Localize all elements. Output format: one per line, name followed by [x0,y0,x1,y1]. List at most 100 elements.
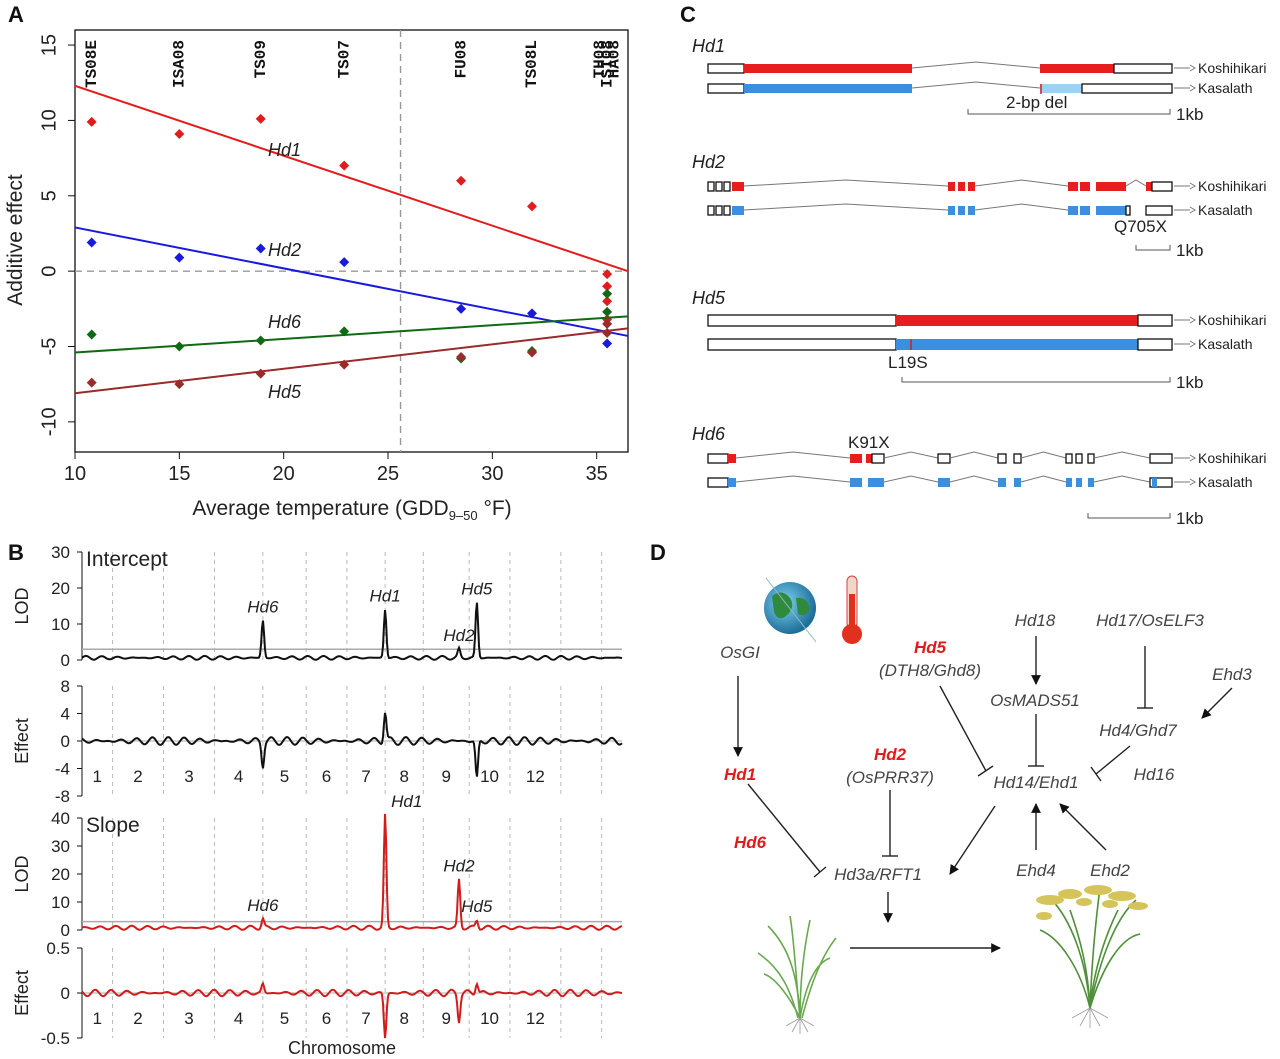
exon [998,478,1006,487]
edge-hd4-hd14 [1095,745,1131,775]
y-tick-label: 0 [61,984,70,1003]
data-point-hd5 [339,359,350,370]
y-axis-label: Effect [12,970,32,1016]
exon [1096,182,1126,191]
exon [948,182,955,191]
y-tick-label: 4 [61,705,70,724]
y-axis-label: Additive effect [4,174,27,306]
chromosome-label: 12 [526,1009,545,1028]
site-label: TS07 [335,40,353,78]
qtl-trace [81,602,623,661]
scale-label: 1kb [1176,241,1203,260]
site-label: TH08 [591,40,609,78]
exon [938,478,950,487]
qtl-trace [81,712,623,777]
subplot-title: Slope [86,814,140,837]
panel-b-qtl-chart: 3020100LODInterceptHd6Hd1Hd2Hd5840-4-8Ef… [12,543,623,1058]
intron [974,179,1069,187]
exon [1152,478,1157,487]
intron [735,475,851,483]
exon [866,454,872,463]
chromosome-label: 3 [184,1009,193,1028]
node-hd3a: Hd3a/RFT1 [834,865,922,884]
exon [850,478,862,487]
y-tick-label: 0 [61,651,70,670]
gene-title-hd6: Hd6 [692,424,726,444]
panel-label-a: A [8,2,24,27]
node-osgi: OsGI [720,643,760,662]
peak-label-hd6: Hd6 [247,896,279,915]
chromosome-label: 5 [280,1009,289,1028]
exon [728,478,736,487]
node-ehd3: Ehd3 [1212,665,1252,684]
utr [1151,181,1173,192]
series-label-hd2: Hd2 [268,240,301,260]
exon [958,182,965,191]
node-hd14: Hd14/Ehd1 [993,773,1078,792]
utr [1087,453,1095,464]
x-axis-label: Average temperature (GDD9–50 °F) [192,497,511,523]
y-tick-label: 0 [61,732,70,751]
chromosome-label: 2 [133,767,142,786]
chromosome-label: 10 [480,767,499,786]
utr [715,181,723,192]
node-osmads51: OsMADS51 [990,691,1080,710]
gene-title-hd5: Hd5 [692,288,726,308]
peak-label-hd5: Hd5 [461,579,493,598]
panel-label-d: D [650,540,666,565]
data-point-hd5 [255,368,266,379]
exon [1040,64,1114,73]
data-point-hd2 [174,252,185,263]
chromosome-label: 12 [526,767,545,786]
data-point-hd1 [339,160,350,171]
fit-line-hd6 [74,315,629,354]
y-tick-label: 15 [38,34,60,56]
scale-label: 1kb [1176,509,1203,528]
node-hd16: Hd16 [1134,765,1175,784]
scale-label: 1kb [1176,373,1203,392]
intron [735,451,851,459]
panel-a-scatter-chart: 10 15 20 25 30 35 15 10 5 0 -5 -10 Average temperatu… [4,29,629,523]
utr [1013,453,1022,464]
x-tick-label: 10 [64,463,86,485]
node-hd17: Hd17/OsELF3 [1096,611,1204,630]
exon [1080,182,1090,191]
x-tick-label: 20 [273,463,295,485]
peak-label-hd1: Hd1 [370,587,401,606]
chromosome-label: 7 [361,767,370,786]
site-label: TS08L [523,40,541,88]
exon [968,182,975,191]
chromosome-label: 2 [133,1009,142,1028]
exon [732,206,744,215]
data-point-hd2 [255,243,266,254]
utr [1081,83,1173,94]
data-point-hd5 [527,347,538,358]
chromosome-label: 9 [442,1009,451,1028]
exon [1076,478,1082,487]
utr [1075,453,1083,464]
data-point-hd6 [86,329,97,340]
chromosome-label: 5 [280,767,289,786]
exon [850,454,862,463]
x-tick-label: 30 [481,463,503,485]
chromosome-label: 10 [480,1009,499,1028]
data-point-hd5 [174,379,185,390]
chromosome-label: 4 [234,767,243,786]
node-ehd2: Ehd2 [1090,861,1130,880]
exon [1014,478,1021,487]
utr [707,338,897,351]
data-point-hd2 [339,257,350,268]
edge-ehd2-hd14 [1059,803,1107,851]
series-label-hd6: Hd6 [268,312,302,332]
intron [911,61,1041,69]
exon [1096,206,1126,215]
y-tick-label: -4 [55,760,70,779]
utr [1145,205,1173,216]
panel-label-b: B [8,540,24,565]
chromosome-label: 7 [361,1009,370,1028]
exon [744,64,912,73]
thermometer-icon [842,575,862,644]
fit-line-hd5 [74,327,629,395]
allele-arrowhead [1189,340,1196,348]
allele-arrowhead [1189,316,1196,324]
